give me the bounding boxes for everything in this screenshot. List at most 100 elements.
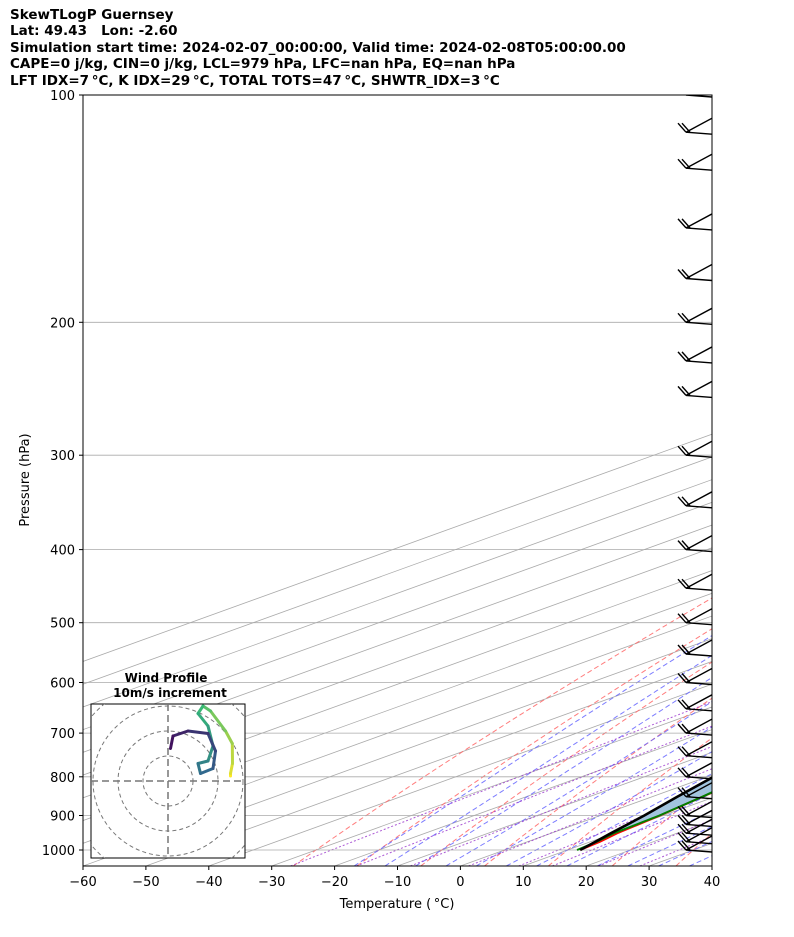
y-tick-label: 900: [50, 810, 75, 825]
mixing-ratio-line: [410, 745, 712, 866]
x-tick-label: 20: [578, 875, 595, 890]
wind-barb: [677, 694, 712, 712]
y-tick-label: 400: [50, 544, 75, 559]
y-axis-label: Pressure (hPa): [18, 433, 33, 526]
wind-barb: [677, 117, 712, 135]
isotherm: [83, 592, 712, 821]
isotherm: [145, 661, 712, 866]
moist-adiabat: [475, 726, 712, 866]
wind-barbs: [677, 95, 712, 853]
wind-barb: [677, 307, 712, 325]
x-tick-label: −20: [321, 875, 348, 890]
hodograph-segment: [206, 732, 217, 753]
wind-barb: [677, 346, 712, 364]
hodograph-segment: [224, 729, 234, 745]
hodograph-segment: [211, 749, 217, 770]
hodograph-segment: [196, 712, 210, 728]
wind-barb: [677, 741, 712, 759]
dry-adiabat: [292, 597, 712, 866]
dry-adiabat: [420, 661, 712, 866]
wind-barb: [677, 782, 712, 800]
hodograph-segment: [196, 704, 205, 715]
x-tick-label: 10: [515, 875, 532, 890]
mixing-ratio-line: [639, 835, 712, 866]
wind-barb: [677, 380, 712, 399]
isotherm: [271, 706, 712, 866]
x-tick-label: −60: [69, 875, 96, 890]
isotherm: [83, 456, 712, 685]
hodograph-segment: [229, 762, 234, 775]
convective-indices: CAPE=0 j/kg, CIN=0 j/kg, LCL=979 hPa, LF…: [10, 56, 516, 73]
isotherm: [523, 797, 712, 866]
x-tick-label: −10: [384, 875, 411, 890]
stability-indices: LFT IDX=7 °C, K IDX=29 °C, TOTAL TOTS=47…: [10, 72, 500, 89]
temperature-line: [579, 791, 712, 851]
wind-barb: [677, 818, 712, 836]
mixing-ratio-line: [598, 819, 712, 866]
y-tick-label: 1000: [42, 844, 75, 859]
moist-adiabat: [415, 676, 712, 866]
y-tick-label: 600: [50, 677, 75, 692]
dry-adiabat: [356, 628, 712, 866]
moist-adiabat: [445, 701, 712, 866]
wind-barb: [677, 440, 712, 458]
moist-adiabat: [627, 825, 712, 866]
wind-barb: [677, 491, 712, 509]
hodograph-segment: [209, 709, 227, 733]
moist-adiabat: [689, 855, 712, 866]
dry-adiabat: [675, 832, 712, 866]
isotherm: [460, 774, 712, 866]
parcel-path-line: [579, 776, 712, 852]
hodograph-segment: [186, 729, 210, 735]
wind-barb: [677, 263, 712, 282]
isotherm: [83, 479, 712, 708]
x-tick-label: −30: [258, 875, 285, 890]
y-tick-label: 100: [50, 89, 75, 104]
x-tick-label: −40: [195, 875, 222, 890]
mixing-ratio-line: [468, 768, 712, 866]
isotherm: [83, 638, 712, 866]
hodograph-segment: [169, 734, 175, 750]
moist-adiabat: [506, 750, 712, 866]
y-tick-label: 500: [50, 617, 75, 632]
chart-axes: −60 −50 −40 −30 −20 −10 0 10 20 30 40 1000 900 800 700…: [18, 89, 720, 912]
dry-adiabat: [740, 95, 794, 866]
moist-adiabat: [658, 840, 712, 866]
mixing-ratio-line: [356, 725, 712, 866]
wind-barb: [677, 800, 712, 819]
isotherm: [208, 683, 712, 866]
y-tick-label: 700: [50, 727, 75, 742]
hodograph-segment: [196, 759, 210, 765]
hodograph-segment: [199, 767, 215, 775]
x-axis-label: Temperature ( °C): [339, 897, 455, 912]
wind-barb: [677, 608, 712, 626]
hodograph-title: Wind Profile: [125, 671, 208, 685]
cape-cin-shading: [580, 777, 712, 850]
moist-adiabat: [353, 635, 712, 866]
isotherm: [334, 729, 712, 866]
simulation-times: Simulation start time: 2024-02-07_00:00:…: [10, 39, 626, 56]
wind-barb: [677, 718, 712, 736]
mixing-ratio-line: [290, 701, 712, 866]
moist-adiabat: [536, 773, 712, 866]
dry-adiabat: [611, 781, 712, 866]
chart-profiles: [576, 776, 712, 852]
hodograph-segment: [196, 762, 202, 775]
wind-barb: [677, 667, 712, 686]
isotherm: [397, 751, 712, 866]
isotherm: [83, 433, 712, 662]
wind-barb: [677, 153, 712, 171]
wind-barb: [677, 762, 712, 780]
hodograph-segment: [171, 729, 190, 738]
isotherm: [586, 820, 712, 866]
wind-barb: [677, 639, 712, 657]
wind-barb: [677, 809, 712, 828]
moist-adiabat: [720, 95, 794, 866]
station-title: SkewTLogP Guernsey: [10, 7, 174, 23]
moist-adiabat: [384, 654, 712, 866]
mixing-ratio-line: [518, 787, 712, 866]
hodograph-subtitle: 10m/s increment: [113, 686, 227, 700]
x-tick-label: 30: [641, 875, 658, 890]
isotherm: [83, 615, 712, 844]
